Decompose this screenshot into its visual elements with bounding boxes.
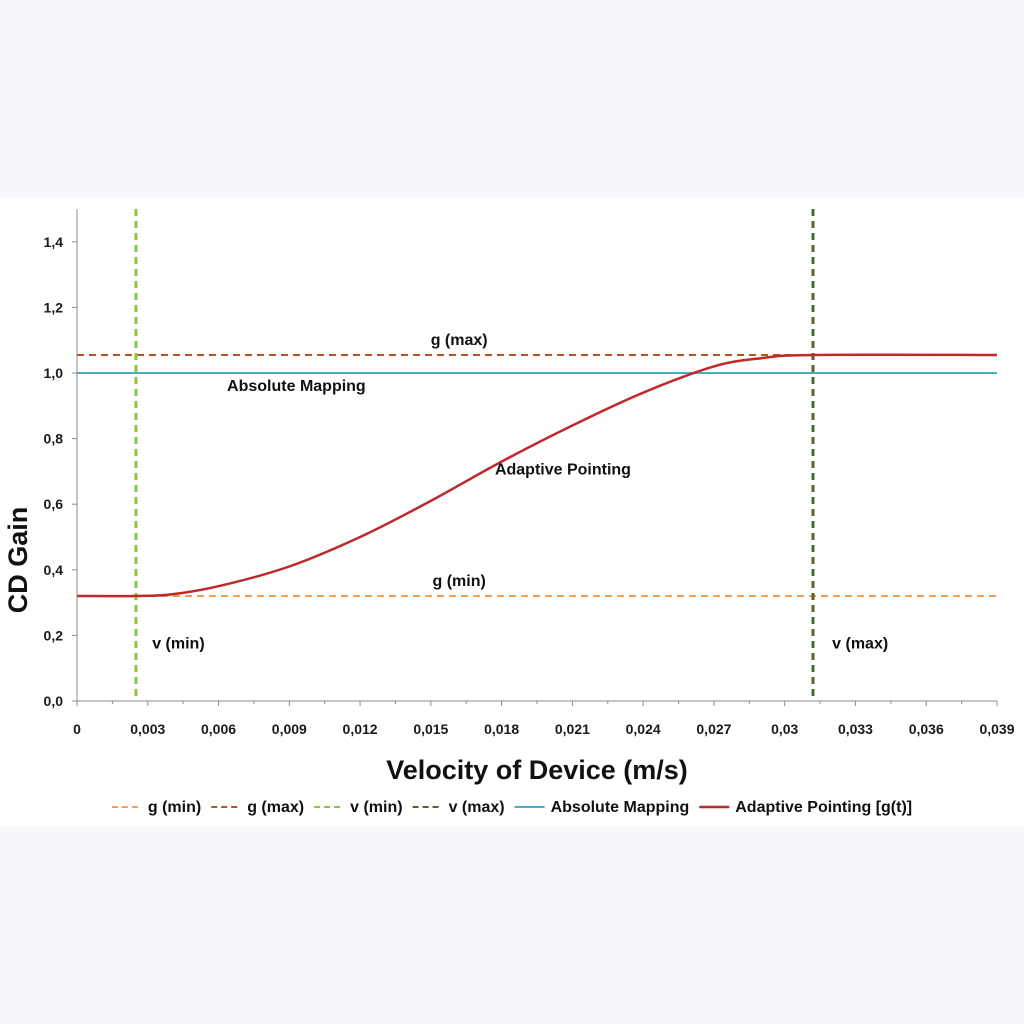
annotation-g-max: g (max)	[431, 332, 488, 349]
annotation-v-max: v (max)	[832, 636, 888, 653]
x-tick-label: 0,027	[696, 721, 731, 737]
y-tick-label: 1,4	[44, 234, 64, 250]
x-tick-label: 0,012	[343, 721, 378, 737]
annotation-adaptive-pointing: Adaptive Pointing	[495, 462, 631, 479]
x-tick-label: 0,015	[413, 721, 448, 737]
x-tick-label: 0,03	[771, 721, 798, 737]
legend-label-v-min: v (min)	[350, 799, 402, 816]
legend-label-v-max: v (max)	[449, 799, 505, 816]
x-tick-label: 0,039	[979, 721, 1014, 737]
x-tick-label: 0,033	[838, 721, 873, 737]
legend-label-adaptive-pointing-g-t: Adaptive Pointing [g(t)]	[735, 799, 912, 816]
legend-label-absolute-mapping: Absolute Mapping	[551, 799, 690, 816]
annotation-absolute-mapping: Absolute Mapping	[227, 378, 366, 395]
chart-panel: 0,0 0,2 0,4 0,6 0,8 1,0 1,2 1,4 0 0,003 0,006 0,009…	[0, 197, 1024, 827]
cd-gain-chart: 0,0 0,2 0,4 0,6 0,8 1,0 1,2 1,4 0 0,003 0,006 0,009…	[3, 209, 1015, 816]
annotation-g-min: g (min)	[432, 573, 485, 590]
y-tick-label: 0,0	[44, 693, 64, 709]
x-tick-label: 0,021	[555, 721, 590, 737]
y-tick-label: 1,0	[44, 365, 64, 381]
y-tick-label: 1,2	[44, 299, 64, 315]
y-tick-label: 0,4	[44, 562, 64, 578]
y-tick-label: 0,8	[44, 431, 64, 447]
x-tick-label: 0	[73, 721, 81, 737]
x-tick-label: 0,006	[201, 721, 236, 737]
x-tick-label: 0,024	[626, 721, 661, 737]
x-axis-title: Velocity of Device (m/s)	[386, 755, 688, 785]
series-adaptive-pointing-g-t-line	[76, 353, 998, 598]
x-tick-label: 0,003	[130, 721, 165, 737]
annotation-v-min: v (min)	[152, 636, 204, 653]
x-tick-label: 0,009	[272, 721, 307, 737]
legend-label-g-min: g (min)	[148, 799, 201, 816]
x-tick-label: 0,018	[484, 721, 519, 737]
y-axis-title: CD Gain	[3, 507, 33, 614]
y-tick-label: 0,2	[44, 627, 64, 643]
legend-label-g-max: g (max)	[247, 799, 304, 816]
y-tick-label: 0,6	[44, 496, 64, 512]
x-tick-label: 0,036	[909, 721, 944, 737]
